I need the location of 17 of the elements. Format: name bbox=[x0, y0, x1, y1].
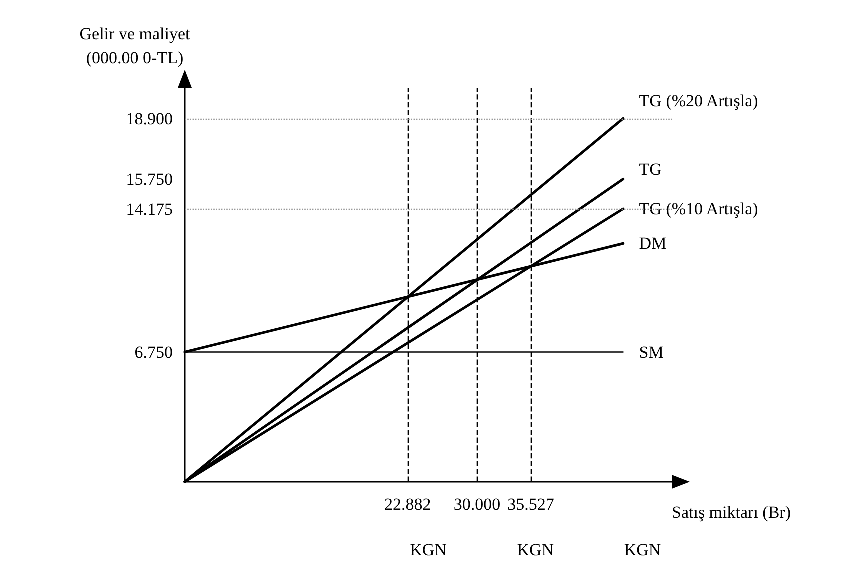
text: KGN bbox=[517, 540, 554, 560]
y-tick-label: 14.175 bbox=[126, 200, 173, 220]
x-tick-label: 35.527 bbox=[508, 495, 555, 514]
x-tick-label: 30.000 bbox=[454, 495, 501, 514]
series-label: SM bbox=[639, 342, 664, 362]
series-label: DM bbox=[639, 234, 667, 254]
y-tick-label: 15.750 bbox=[126, 170, 173, 189]
x-tick-label: 22.882 bbox=[384, 495, 432, 514]
x-axis-title: Satış miktarı (Br) bbox=[672, 503, 791, 522]
series-label: TG bbox=[639, 160, 662, 179]
y-tick-label: 6.750 bbox=[134, 342, 173, 362]
y-tick-label: 18.900 bbox=[126, 109, 173, 128]
text: KGN bbox=[410, 540, 447, 560]
y-axis-title: Gelir ve maliyet (000.00 0-TL) bbox=[80, 24, 190, 68]
series-label: TG (%20 Artışla) bbox=[639, 91, 758, 110]
series-label: TG (%10 Artışla) bbox=[639, 200, 758, 219]
text: KGN bbox=[624, 540, 662, 560]
